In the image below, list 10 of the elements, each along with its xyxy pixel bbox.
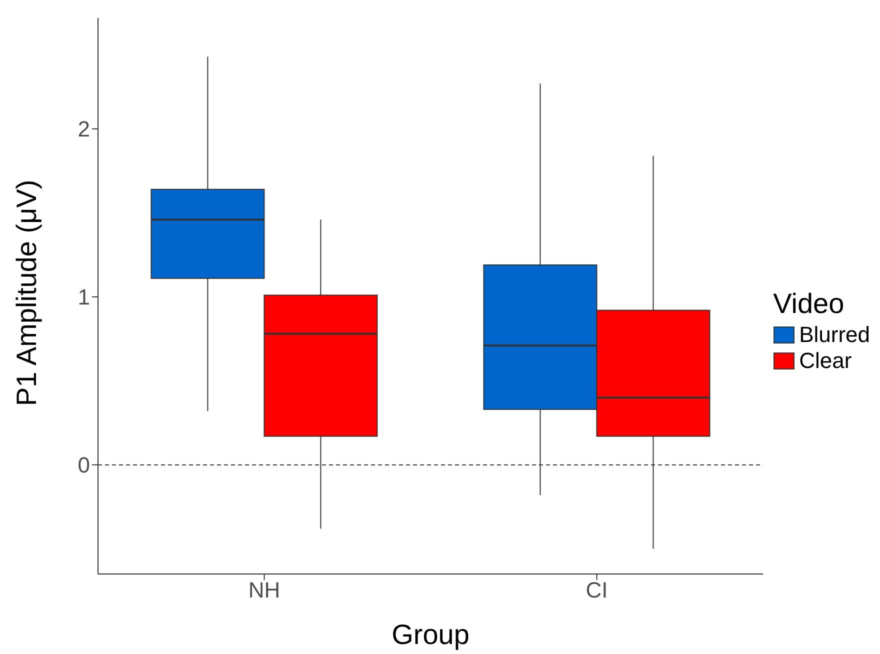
legend-label: Clear: [799, 348, 852, 374]
y-tick-label: 0: [78, 452, 90, 478]
y-tick-label: 2: [78, 116, 90, 142]
y-tick-label: 1: [78, 284, 90, 310]
y-axis-title: P1 Amplitude (μV): [10, 180, 42, 406]
x-tick-label: NH: [248, 578, 280, 603]
x-tick-label: CI: [586, 578, 608, 603]
legend-label: Blurred: [799, 322, 870, 348]
x-axis-title: Group: [392, 619, 470, 650]
legend-title: Video: [773, 288, 846, 320]
